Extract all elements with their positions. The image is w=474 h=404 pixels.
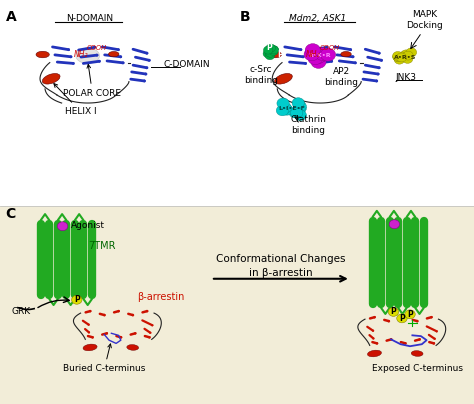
Circle shape bbox=[308, 52, 323, 65]
Circle shape bbox=[313, 49, 328, 62]
Text: MAPK
Docking: MAPK Docking bbox=[406, 10, 443, 30]
Text: COOH: COOH bbox=[319, 46, 339, 51]
Circle shape bbox=[265, 52, 274, 60]
Circle shape bbox=[264, 46, 273, 54]
Circle shape bbox=[266, 49, 275, 57]
Circle shape bbox=[394, 55, 405, 64]
Circle shape bbox=[294, 103, 306, 114]
Text: P: P bbox=[266, 43, 272, 52]
Text: P: P bbox=[277, 50, 283, 59]
Text: A: A bbox=[6, 10, 17, 24]
Circle shape bbox=[396, 53, 407, 62]
Text: c-Src
binding: c-Src binding bbox=[244, 65, 278, 85]
Text: L•I•E•F: L•I•E•F bbox=[278, 106, 305, 111]
Circle shape bbox=[392, 53, 403, 61]
Ellipse shape bbox=[308, 48, 332, 63]
Text: NH₂: NH₂ bbox=[73, 50, 88, 59]
Text: POLAR CORE: POLAR CORE bbox=[64, 64, 121, 98]
Circle shape bbox=[269, 46, 279, 54]
Text: AP2
binding: AP2 binding bbox=[324, 67, 358, 87]
Circle shape bbox=[292, 98, 304, 108]
Text: Agonist: Agonist bbox=[71, 221, 105, 230]
Ellipse shape bbox=[341, 51, 351, 57]
Text: Mdm2, ASK1: Mdm2, ASK1 bbox=[289, 14, 346, 23]
Ellipse shape bbox=[127, 345, 138, 350]
Circle shape bbox=[266, 44, 275, 52]
Text: P: P bbox=[391, 307, 396, 316]
Text: P: P bbox=[407, 310, 413, 319]
Text: in β-arrestin: in β-arrestin bbox=[249, 268, 312, 278]
Circle shape bbox=[388, 307, 399, 316]
Text: NH₂: NH₂ bbox=[306, 50, 320, 59]
Circle shape bbox=[405, 310, 415, 319]
Circle shape bbox=[269, 47, 278, 55]
Text: R•X•R: R•X•R bbox=[309, 53, 331, 58]
Circle shape bbox=[72, 295, 82, 304]
Circle shape bbox=[403, 51, 413, 60]
Ellipse shape bbox=[42, 74, 60, 84]
Circle shape bbox=[389, 220, 400, 229]
Ellipse shape bbox=[268, 51, 282, 58]
Text: JNK3: JNK3 bbox=[396, 73, 417, 82]
Circle shape bbox=[315, 48, 330, 61]
Ellipse shape bbox=[367, 350, 382, 357]
Text: GRK: GRK bbox=[12, 307, 31, 316]
Circle shape bbox=[291, 107, 303, 118]
Ellipse shape bbox=[274, 74, 292, 84]
Circle shape bbox=[279, 103, 292, 113]
Bar bbox=[0, 0, 474, 206]
Text: P: P bbox=[399, 314, 405, 323]
Text: A•R•S: A•R•S bbox=[394, 55, 417, 60]
Circle shape bbox=[305, 44, 320, 57]
Circle shape bbox=[320, 48, 336, 61]
Ellipse shape bbox=[109, 51, 119, 57]
Text: Clathrin
binding: Clathrin binding bbox=[290, 115, 326, 135]
Circle shape bbox=[392, 51, 403, 60]
Circle shape bbox=[277, 98, 289, 109]
Ellipse shape bbox=[411, 351, 423, 356]
Text: Conformational Changes: Conformational Changes bbox=[216, 255, 346, 264]
Text: B: B bbox=[239, 10, 250, 24]
Circle shape bbox=[402, 55, 413, 63]
Text: 7TMR: 7TMR bbox=[88, 242, 115, 251]
Circle shape bbox=[263, 50, 273, 58]
Text: P: P bbox=[74, 295, 80, 304]
Text: C-DOMAIN: C-DOMAIN bbox=[164, 60, 210, 69]
Text: N-DOMAIN: N-DOMAIN bbox=[66, 14, 114, 23]
Ellipse shape bbox=[36, 51, 49, 58]
Circle shape bbox=[294, 110, 307, 120]
Circle shape bbox=[57, 222, 68, 231]
Text: β-arrestin: β-arrestin bbox=[137, 292, 185, 302]
Text: Buried C-terminus: Buried C-terminus bbox=[63, 344, 146, 373]
Circle shape bbox=[269, 46, 279, 54]
Circle shape bbox=[397, 314, 407, 323]
Text: Exposed C-terminus: Exposed C-terminus bbox=[372, 364, 463, 373]
Text: COOH: COOH bbox=[87, 46, 107, 51]
Circle shape bbox=[310, 51, 326, 64]
Circle shape bbox=[281, 105, 293, 115]
Text: HELIX I: HELIX I bbox=[54, 84, 96, 116]
Circle shape bbox=[311, 55, 326, 68]
Circle shape bbox=[289, 107, 301, 118]
Bar bbox=[0, 206, 474, 404]
Text: C: C bbox=[6, 207, 16, 221]
Circle shape bbox=[304, 48, 319, 61]
Circle shape bbox=[397, 52, 407, 61]
Circle shape bbox=[401, 50, 411, 59]
Circle shape bbox=[406, 48, 417, 57]
Ellipse shape bbox=[83, 344, 97, 351]
Circle shape bbox=[393, 53, 403, 62]
Circle shape bbox=[306, 46, 321, 59]
Circle shape bbox=[276, 105, 289, 116]
Circle shape bbox=[294, 101, 306, 112]
Ellipse shape bbox=[76, 48, 100, 63]
